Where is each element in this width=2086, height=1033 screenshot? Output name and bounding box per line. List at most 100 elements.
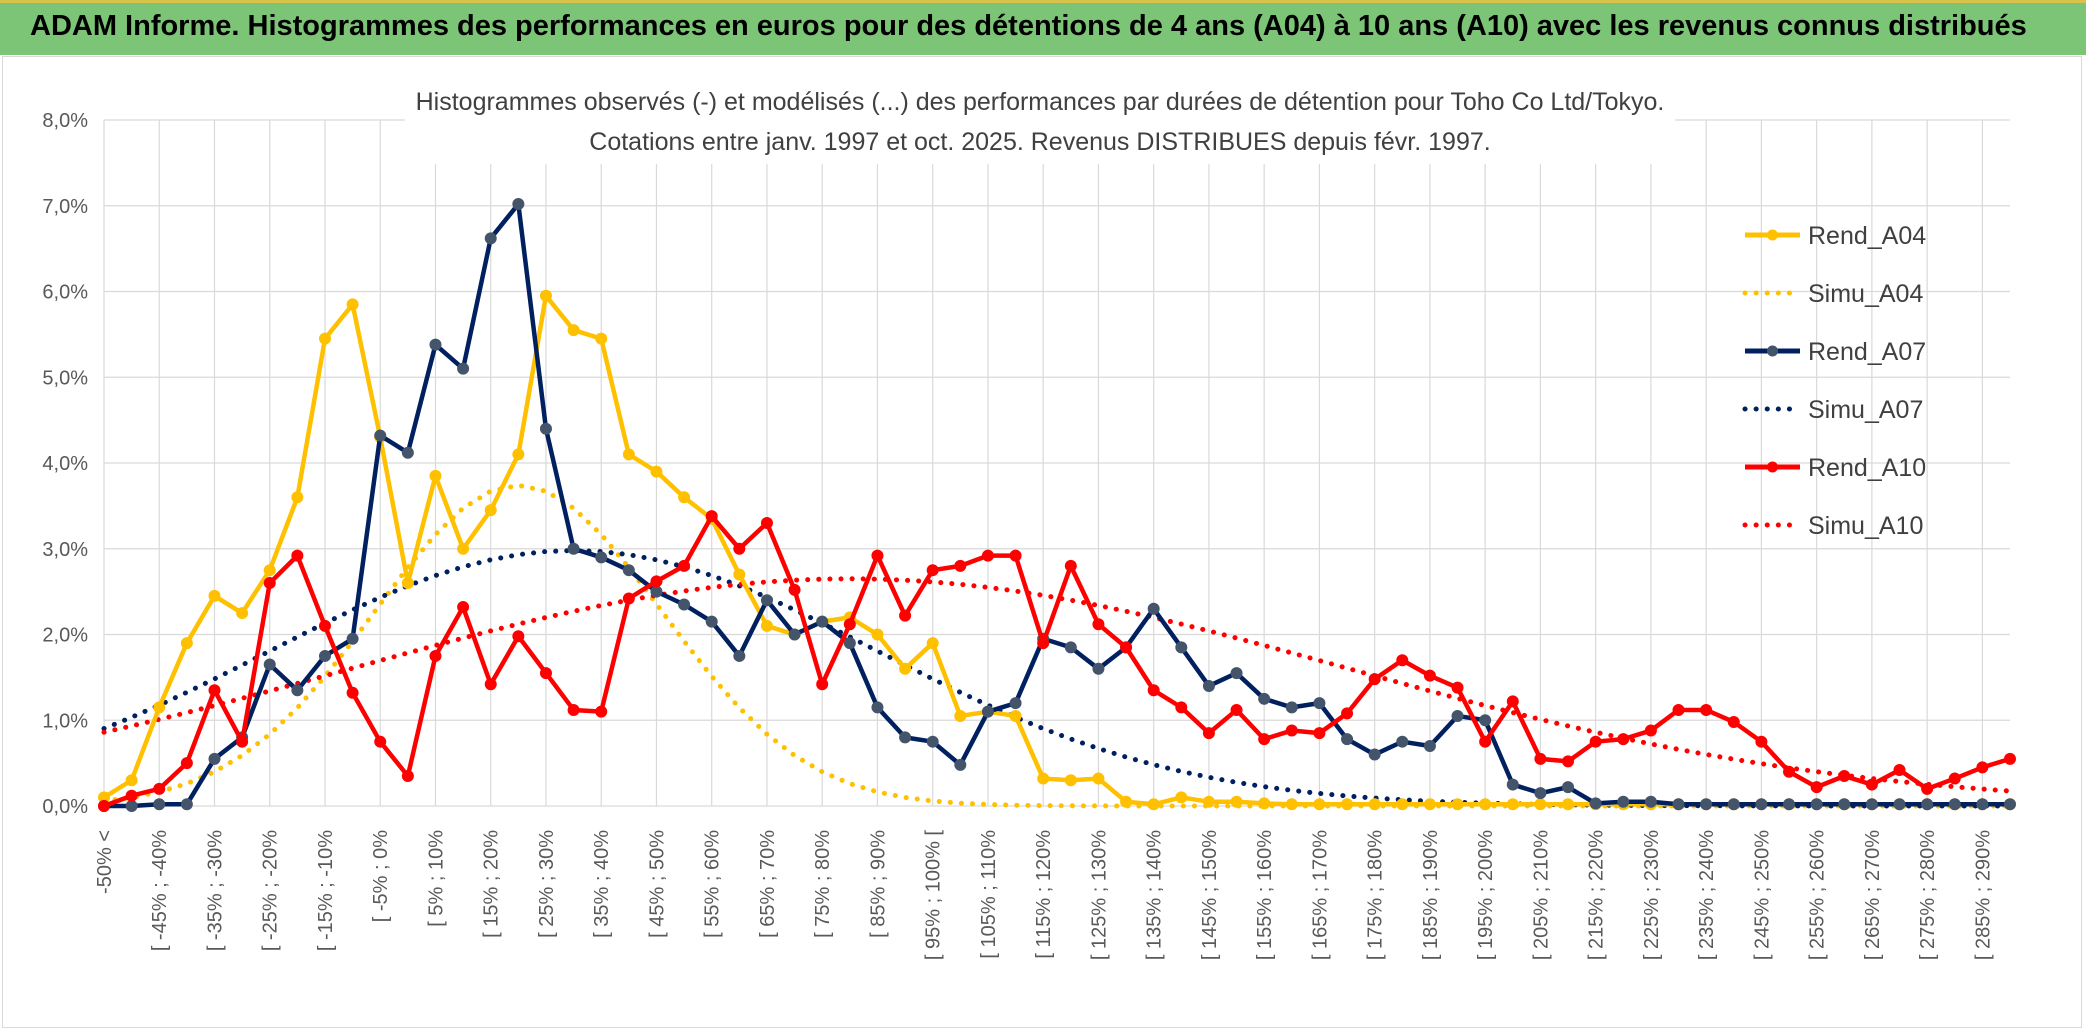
data-point — [318, 332, 331, 345]
data-point — [1423, 798, 1436, 811]
x-tick-label: [ 255% ; 260% — [1807, 830, 1829, 960]
data-point — [871, 628, 884, 641]
data-point — [871, 549, 884, 562]
data-point — [1672, 798, 1685, 811]
data-point — [816, 615, 829, 628]
data-point — [1092, 618, 1105, 631]
y-tick-label: 6,0% — [42, 282, 88, 304]
data-point — [1534, 752, 1547, 765]
data-point — [180, 757, 193, 770]
data-point — [374, 735, 387, 748]
data-point — [401, 577, 414, 590]
series-line — [104, 201, 2010, 809]
data-point — [567, 542, 580, 555]
legend-item: Rend_A10 — [1745, 454, 1926, 482]
data-point — [1064, 559, 1077, 572]
series-line — [101, 547, 2013, 809]
data-point — [512, 198, 525, 211]
data-point — [1451, 709, 1464, 722]
data-point — [899, 609, 912, 622]
legend-item: Rend_A04 — [1745, 222, 1926, 250]
data-point — [705, 510, 718, 523]
data-point — [484, 232, 497, 245]
data-point — [1617, 733, 1630, 746]
data-point — [1783, 798, 1796, 811]
data-point — [1285, 798, 1298, 811]
x-tick-label: [ 205% ; 210% — [1530, 830, 1552, 960]
data-point — [1562, 781, 1575, 794]
data-point — [1202, 795, 1215, 808]
data-point — [1644, 724, 1657, 737]
data-point — [1064, 641, 1077, 654]
data-point — [926, 637, 939, 650]
data-point — [1368, 673, 1381, 686]
y-tick-label: 1,0% — [42, 710, 88, 732]
data-point — [429, 649, 442, 662]
data-point — [457, 542, 470, 555]
x-tick-label: [ 135% ; 140% — [1144, 830, 1166, 960]
data-point — [1589, 797, 1602, 810]
data-point — [1285, 701, 1298, 714]
x-tick-label: [ 105% ; 110% — [978, 830, 1000, 959]
x-tick-label: [ 25% ; 30% — [536, 830, 558, 938]
data-point — [1783, 765, 1796, 778]
data-point — [1479, 735, 1492, 748]
data-point — [1451, 681, 1464, 694]
data-point — [678, 598, 691, 611]
data-point — [457, 362, 470, 375]
x-tick-label: [ 275% ; 280% — [1917, 830, 1939, 960]
legend-item: Simu_A07 — [1742, 396, 1923, 424]
x-tick-label: [ 195% ; 200% — [1475, 830, 1497, 960]
data-point — [1230, 703, 1243, 716]
series-line — [101, 482, 2013, 809]
data-point — [1368, 748, 1381, 761]
data-point — [1755, 735, 1768, 748]
x-tick-label: [ 265% ; 270% — [1862, 830, 1884, 960]
x-tick-label: [ 245% ; 250% — [1751, 830, 1773, 960]
x-tick-label: [ 145% ; 150% — [1199, 830, 1221, 960]
data-point — [1175, 701, 1188, 714]
data-point — [539, 289, 552, 302]
series-rend-a04 — [98, 289, 2016, 811]
x-tick-label: [ -5% ; 0% — [370, 830, 392, 922]
data-point — [1009, 549, 1022, 562]
data-point — [595, 551, 608, 564]
data-point — [1976, 761, 1989, 774]
chart-title: Histogrammes observés (-) et modélisés (… — [405, 82, 1675, 164]
data-point — [1617, 795, 1630, 808]
data-point — [539, 422, 552, 435]
data-point — [733, 542, 746, 555]
data-point — [429, 469, 442, 482]
data-point — [678, 559, 691, 572]
data-point — [1893, 798, 1906, 811]
data-point — [1672, 703, 1685, 716]
x-tick-label: [ 115% ; 120% — [1033, 830, 1055, 959]
data-point — [1396, 654, 1409, 667]
data-point — [1948, 772, 1961, 785]
series-line — [103, 513, 2011, 809]
data-point — [1727, 798, 1740, 811]
data-point — [1700, 798, 1713, 811]
chart-title-line-1: Histogrammes observés (-) et modélisés (… — [416, 88, 1665, 116]
data-point — [1175, 641, 1188, 654]
data-point — [1037, 637, 1050, 650]
legend-label: Rend_A10 — [1808, 454, 1926, 482]
data-point — [816, 678, 829, 691]
x-tick-label: [ 85% ; 90% — [867, 830, 889, 938]
gridlines — [103, 119, 2010, 807]
data-point — [981, 549, 994, 562]
data-point — [1230, 795, 1243, 808]
data-point — [1727, 715, 1740, 728]
data-point — [263, 577, 276, 590]
x-tick-label: [ 65% ; 70% — [757, 830, 779, 938]
legend-item: Rend_A07 — [1745, 338, 1926, 366]
data-point — [208, 752, 221, 765]
x-tick-label: [ 125% ; 130% — [1088, 830, 1110, 960]
data-point — [1534, 787, 1547, 800]
data-point — [650, 585, 663, 598]
data-point — [318, 649, 331, 662]
data-point — [1258, 692, 1271, 705]
data-point — [1064, 774, 1077, 787]
data-point — [374, 429, 387, 442]
